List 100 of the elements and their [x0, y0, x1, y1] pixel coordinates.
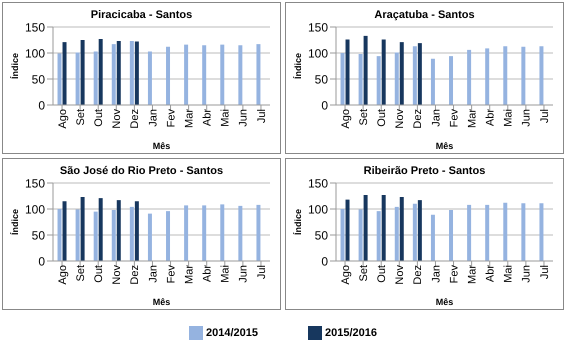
- x-tick-label: Jan: [147, 109, 160, 127]
- bar: [62, 201, 67, 261]
- chart-title: Araçatuba - Santos: [374, 9, 475, 21]
- y-tick-label: 0: [38, 98, 46, 112]
- bar: [449, 210, 454, 261]
- y-axis-title: Índice: [293, 52, 304, 80]
- y-tick-label: 0: [321, 98, 328, 112]
- bar: [130, 206, 134, 261]
- x-tick-label: Jun: [238, 265, 250, 283]
- bar: [76, 210, 80, 261]
- x-tick-label: Abr: [484, 108, 497, 126]
- bar: [202, 45, 206, 105]
- bar: [418, 43, 422, 105]
- bar: [112, 44, 116, 105]
- y-tick-label: 100: [24, 46, 46, 60]
- x-tick-label: Out: [376, 265, 388, 283]
- bar: [412, 46, 417, 105]
- x-tick-label: Dez: [129, 265, 142, 285]
- chart-title: Piracicaba - Santos: [90, 9, 192, 21]
- bar: [80, 197, 85, 261]
- bar: [112, 210, 116, 261]
- bar: [467, 50, 472, 105]
- y-axis-title: Índice: [10, 52, 20, 80]
- bar: [62, 42, 67, 105]
- x-tick-label: Jul: [538, 265, 551, 280]
- legend-label: 2014/2015: [206, 327, 258, 339]
- bar: [148, 51, 152, 105]
- y-tick-label: 50: [314, 228, 328, 242]
- x-tick-label: Out: [376, 109, 388, 127]
- y-axis-title: Índice: [10, 208, 20, 236]
- bar: [116, 41, 121, 105]
- bar: [539, 203, 544, 261]
- bar: [485, 204, 490, 261]
- bar: [58, 209, 62, 261]
- x-tick-label: Jul: [538, 109, 551, 124]
- bar: [449, 56, 454, 105]
- x-tick-label: Nov: [111, 264, 124, 285]
- x-tick-label: Mai: [220, 109, 232, 127]
- bar: [130, 41, 134, 105]
- x-tick-label: Ago: [340, 265, 352, 285]
- bar: [346, 39, 350, 105]
- x-tick-label: Nov: [394, 108, 406, 129]
- x-tick-label: Jun: [520, 265, 533, 283]
- y-tick-label: 50: [314, 72, 328, 86]
- x-tick-label: Jun: [238, 109, 250, 127]
- x-tick-label: Ago: [56, 109, 69, 129]
- x-tick-label: Fev: [165, 108, 178, 128]
- bar: [400, 42, 404, 105]
- x-tick-label: Jan: [147, 265, 160, 283]
- x-tick-label: Fev: [165, 264, 178, 284]
- x-tick-label: Fev: [448, 108, 460, 128]
- x-tick-label: Dez: [412, 265, 424, 285]
- bar: [94, 51, 98, 105]
- bar: [134, 201, 139, 261]
- bar: [80, 40, 85, 105]
- x-tick-label: Nov: [394, 264, 406, 285]
- x-tick-label: Dez: [129, 109, 142, 129]
- bar: [358, 210, 363, 261]
- x-tick-label: Fev: [448, 264, 460, 284]
- y-tick-label: 50: [32, 228, 46, 242]
- bar: [98, 38, 103, 105]
- x-tick-label: Mar: [466, 108, 478, 128]
- x-tick-label: Jul: [256, 265, 268, 280]
- x-tick-label: Set: [358, 265, 370, 282]
- bar: [148, 214, 152, 261]
- x-tick-label: Jan: [430, 109, 442, 127]
- x-tick-label: Mai: [502, 109, 515, 127]
- bar: [364, 36, 368, 105]
- bar: [202, 205, 206, 261]
- bar: [382, 39, 386, 105]
- bar: [503, 46, 508, 105]
- bar: [166, 211, 170, 261]
- x-tick-label: Jan: [430, 265, 442, 283]
- x-tick-label: Dez: [412, 109, 424, 129]
- bar: [94, 212, 98, 261]
- bar: [376, 56, 381, 105]
- bar: [521, 46, 526, 105]
- bar: [98, 198, 103, 261]
- bar: [238, 45, 242, 105]
- y-tick-label: 50: [32, 72, 46, 86]
- bar: [364, 194, 368, 261]
- bar: [220, 204, 224, 261]
- y-tick-label: 100: [24, 202, 46, 216]
- x-axis-title: Mês: [152, 297, 170, 307]
- x-axis-title: Mês: [436, 297, 454, 307]
- bar: [412, 204, 417, 261]
- bar: [184, 205, 188, 261]
- y-tick-label: 100: [308, 202, 328, 216]
- y-axis-title: Índice: [293, 208, 304, 236]
- x-tick-label: Mar: [183, 264, 196, 284]
- x-tick-label: Mai: [502, 265, 515, 283]
- y-tick-label: 0: [38, 254, 46, 268]
- bar: [184, 44, 188, 105]
- x-tick-label: Abr: [202, 264, 214, 282]
- x-tick-label: Set: [358, 109, 370, 126]
- y-tick-label: 150: [308, 20, 328, 34]
- bar: [430, 214, 435, 261]
- bar: [418, 200, 422, 261]
- y-tick-label: 150: [24, 20, 46, 34]
- bar: [394, 52, 399, 105]
